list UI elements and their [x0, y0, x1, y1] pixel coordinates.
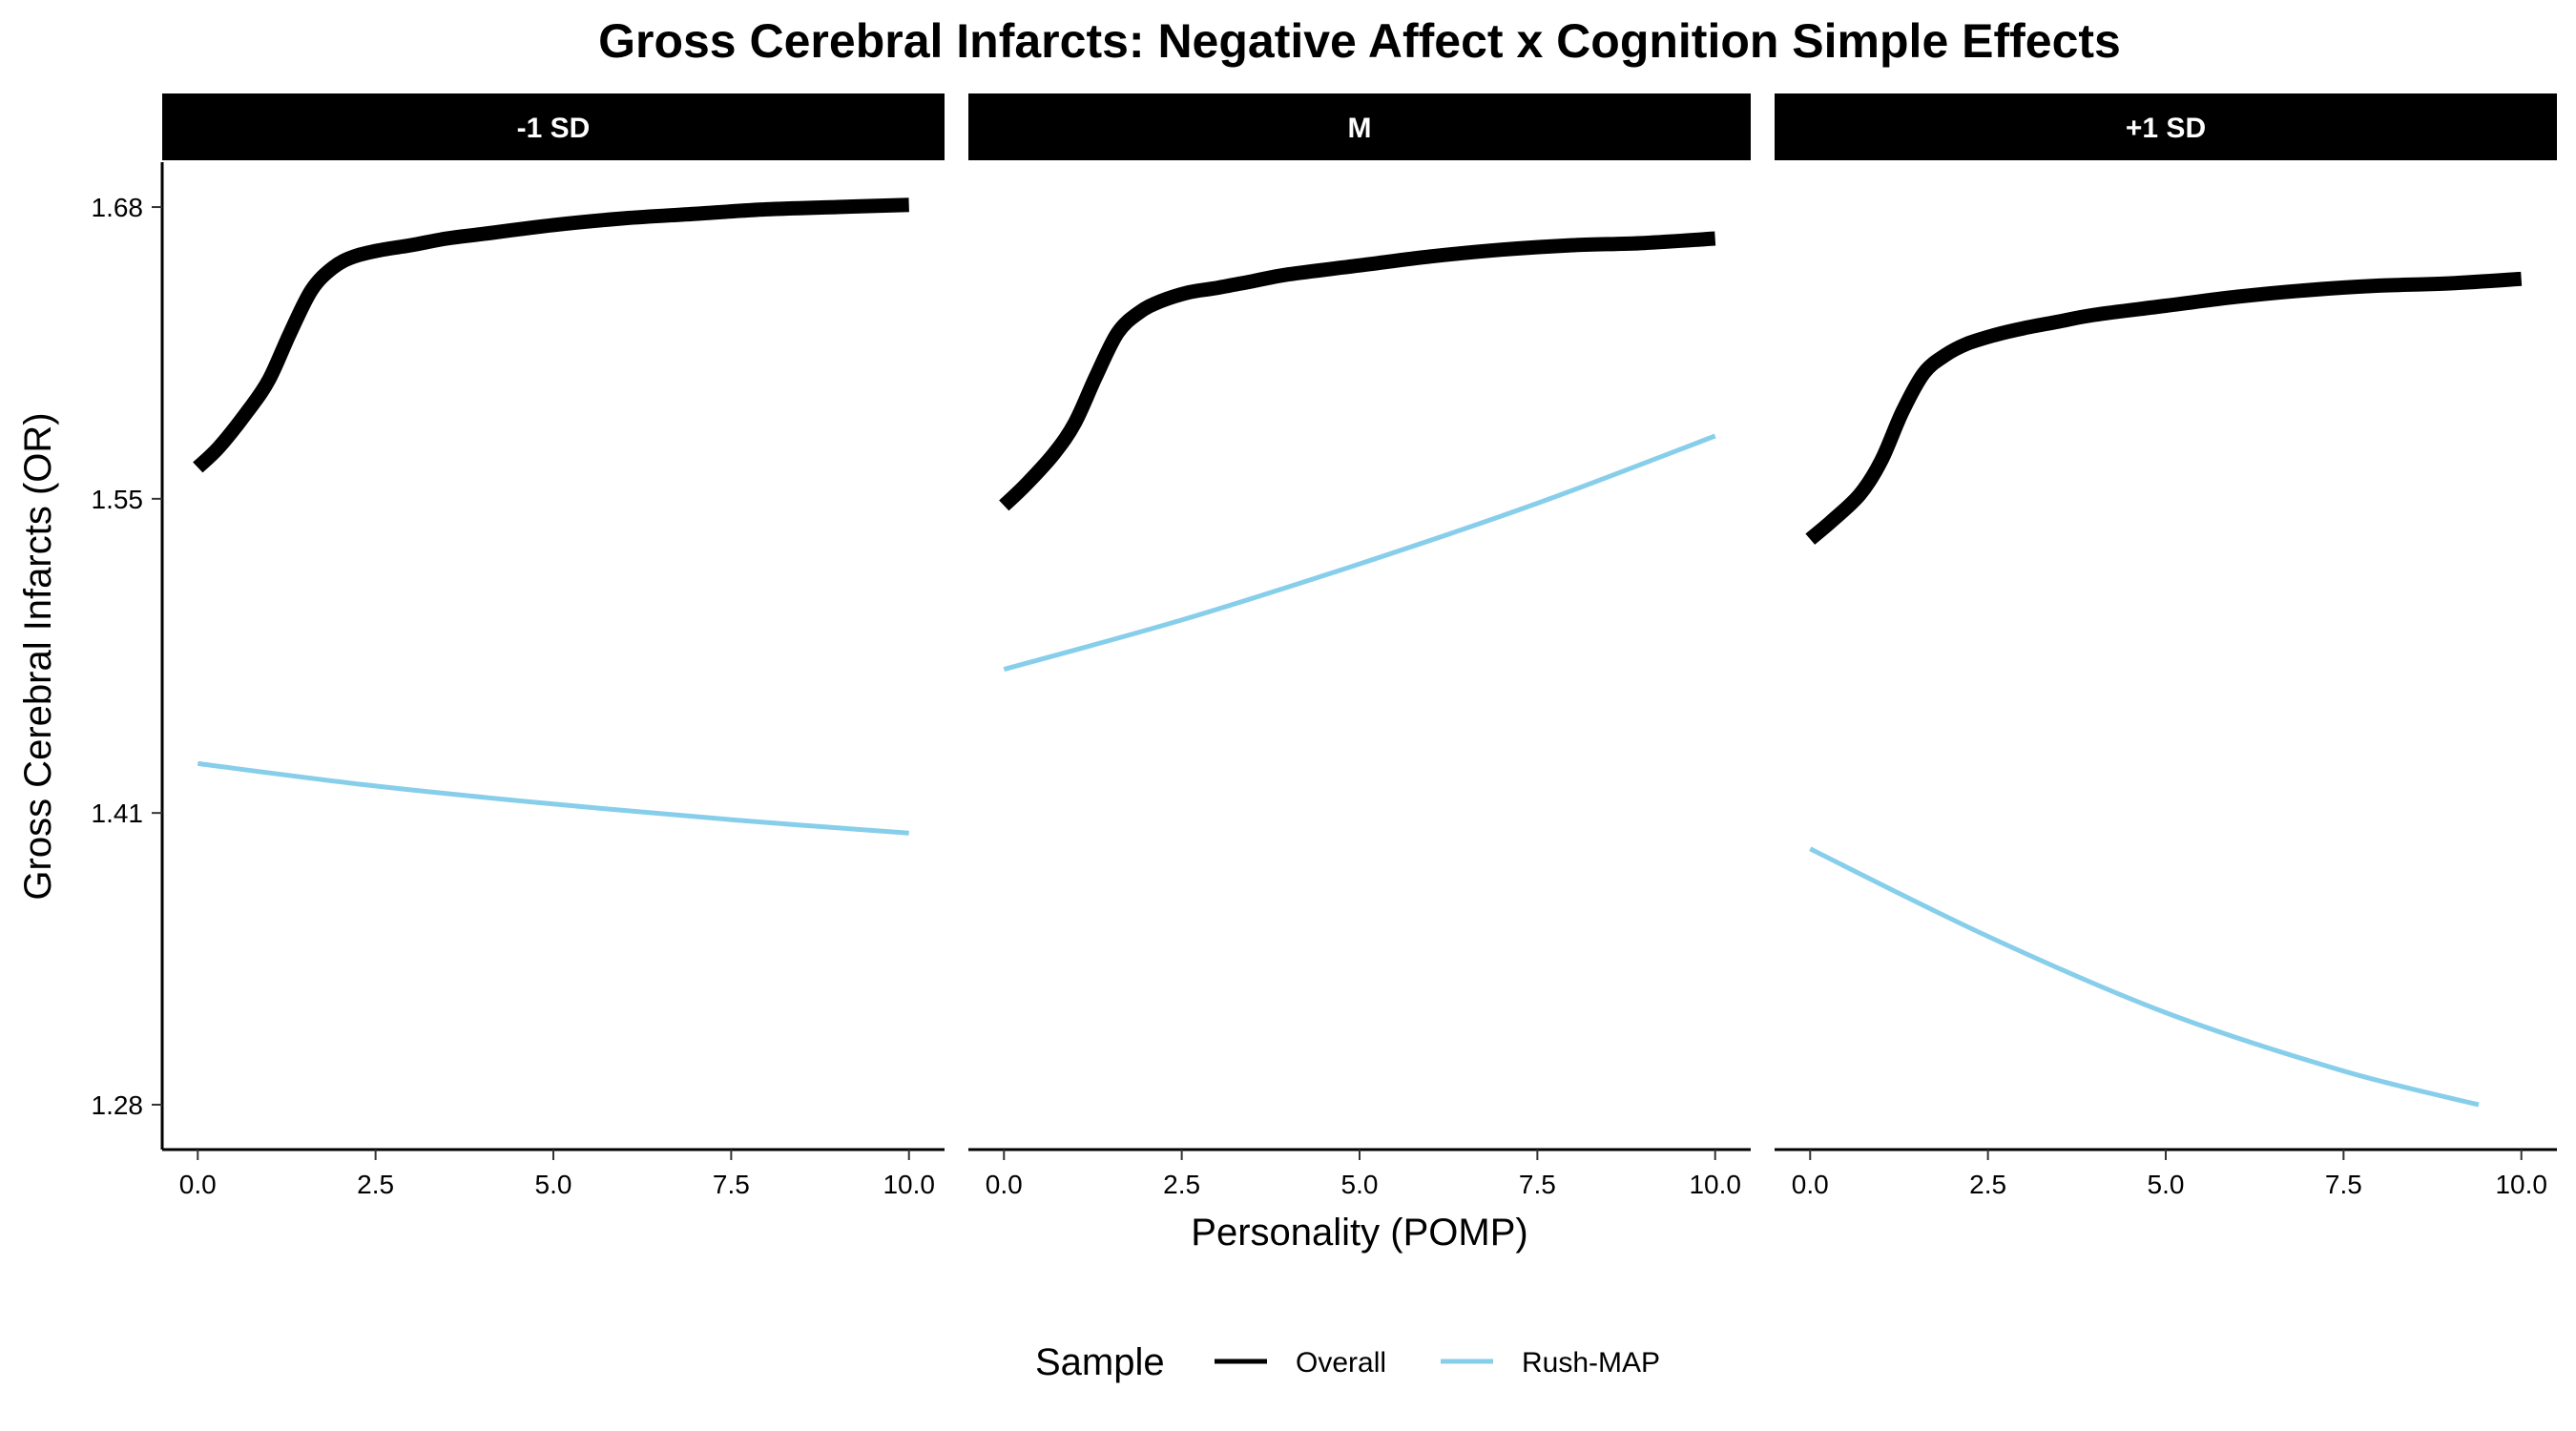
panels: -1 SD 0.0 2.5 5.0 7.5 10.0 1.28 1.41 1.55 1.68 M 0.… — [92, 93, 2557, 1199]
x-tick-label: 2.5 — [1163, 1170, 1200, 1199]
x-tick-label: 7.5 — [713, 1170, 750, 1199]
series-line-rush-map — [197, 760, 909, 836]
x-tick-label: 0.0 — [1792, 1170, 1829, 1199]
x-axis-title: Personality (POMP) — [1191, 1212, 1527, 1254]
legend-label: Rush-MAP — [1522, 1347, 1660, 1379]
x-tick-label: 0.0 — [179, 1170, 217, 1199]
x-tick-label: 7.5 — [1519, 1170, 1556, 1199]
series-line-rush-map — [1003, 433, 1716, 673]
strip-label: M — [1348, 113, 1372, 144]
x-tick-label: 7.5 — [2325, 1170, 2362, 1199]
strip-background — [968, 93, 1751, 160]
x-tick-label: 2.5 — [357, 1170, 394, 1199]
x-tick-label: 10.0 — [1689, 1170, 1741, 1199]
x-tick-label: 10.0 — [2495, 1170, 2547, 1199]
y-axis-title: Gross Cerebral Infarcts (OR) — [17, 412, 59, 900]
series-line-overall — [1805, 271, 2523, 545]
legend: Sample Overall Rush-MAP — [1035, 1341, 1660, 1383]
strip-label: +1 SD — [2126, 113, 2206, 144]
strip-background — [162, 93, 945, 160]
x-tick-label: 5.0 — [535, 1170, 572, 1199]
series-line-overall — [999, 231, 1716, 511]
y-tick-label: 1.41 — [92, 798, 144, 828]
legend-label: Overall — [1296, 1347, 1386, 1379]
panel: +1 SD 0.0 2.5 5.0 7.5 10.0 — [1775, 93, 2557, 1199]
x-tick-label: 0.0 — [986, 1170, 1023, 1199]
x-tick-label: 5.0 — [1341, 1170, 1379, 1199]
strip-background — [1775, 93, 2557, 160]
series-line-rush-map — [1809, 846, 2480, 1108]
y-tick-label: 1.55 — [92, 485, 144, 514]
y-tick-label: 1.68 — [92, 193, 144, 222]
x-tick-label: 2.5 — [1969, 1170, 2006, 1199]
panel: -1 SD 0.0 2.5 5.0 7.5 10.0 1.28 1.41 1.55 1.68 — [92, 93, 945, 1199]
panel: M 0.0 2.5 5.0 7.5 10.0 — [968, 93, 1751, 1199]
x-tick-label: 5.0 — [2148, 1170, 2185, 1199]
y-tick-label: 1.28 — [92, 1090, 144, 1120]
x-tick-label: 10.0 — [883, 1170, 935, 1199]
strip-label: -1 SD — [517, 113, 591, 144]
series-line-overall — [193, 197, 909, 473]
legend-title: Sample — [1035, 1341, 1165, 1383]
chart-title: Gross Cerebral Infarcts: Negative Affect… — [598, 14, 2121, 68]
